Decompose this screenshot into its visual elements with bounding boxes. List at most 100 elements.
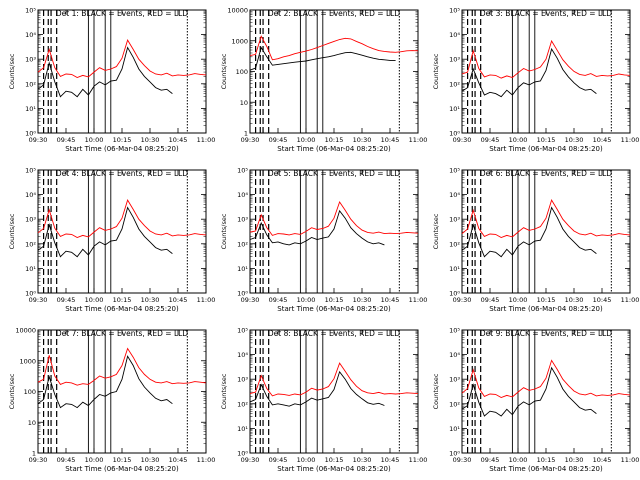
x-tick-label: 10:00 — [509, 456, 528, 464]
events-series-line — [37, 206, 173, 258]
lld-series-line — [461, 359, 631, 398]
detector-panel-2: Det 2: BLACK = Events, RED = LLD11010010… — [220, 7, 427, 154]
y-tick-label: 10⁴ — [25, 31, 36, 39]
x-tick-label: 11:00 — [197, 456, 216, 464]
x-tick-label: 11:00 — [197, 296, 216, 304]
x-axis-label: Start Time (06-Mar-04 08:25:20) — [65, 465, 179, 473]
detector-panel-3: Det 3: BLACK = Events, RED = LLD10⁰10¹10… — [432, 7, 639, 154]
y-tick-label: 10³ — [25, 216, 36, 224]
lld-series-line — [37, 199, 207, 238]
y-axis-label: Counts/sec — [8, 53, 16, 89]
lld-series-line — [37, 39, 207, 78]
x-tick-label: 10:15 — [537, 456, 556, 464]
y-tick-label: 10³ — [25, 56, 36, 64]
y-tick-label: 10¹ — [449, 105, 460, 113]
x-axis-label: Start Time (06-Mar-04 08:25:20) — [277, 305, 391, 313]
y-tick-label: 10⁰ — [237, 450, 248, 458]
events-series-line — [249, 370, 385, 407]
y-tick-label: 10⁴ — [449, 31, 460, 39]
x-tick-label: 10:30 — [141, 296, 160, 304]
x-tick-label: 10:30 — [141, 456, 160, 464]
y-tick-label: 10² — [449, 240, 460, 248]
plot-frame — [461, 9, 631, 134]
x-tick-label: 10:30 — [353, 296, 372, 304]
x-tick-label: 10:00 — [297, 296, 316, 304]
x-tick-label: 10:15 — [113, 136, 132, 144]
events-series-line — [461, 366, 597, 417]
y-tick-label: 10⁰ — [449, 450, 460, 458]
x-tick-label: 10:00 — [297, 136, 316, 144]
x-tick-label: 09:45 — [269, 456, 288, 464]
y-tick-label: 10⁴ — [449, 351, 460, 359]
detector-panel-9: Det 9: BLACK = Events, RED = LLD10⁰10¹10… — [432, 327, 639, 474]
x-tick-label: 10:00 — [85, 296, 104, 304]
x-tick-label: 09:45 — [481, 296, 500, 304]
plot-frame — [37, 9, 207, 134]
y-axis-label: Counts/sec — [220, 373, 228, 409]
x-axis-label: Start Time (06-Mar-04 08:25:20) — [489, 145, 603, 153]
x-tick-label: 09:30 — [241, 456, 260, 464]
y-tick-label: 10⁵ — [449, 327, 460, 335]
y-tick-label: 10000 — [15, 327, 36, 335]
detector-panel-8: Det 8: BLACK = Events, RED = LLD10⁰10¹10… — [220, 327, 427, 474]
x-tick-label: 10:45 — [381, 456, 400, 464]
y-tick-label: 1 — [244, 130, 248, 138]
x-tick-label: 09:30 — [241, 296, 260, 304]
y-axis-label: Counts/sec — [432, 373, 440, 409]
x-tick-label: 10:30 — [565, 136, 584, 144]
detector-panel-5: Det 5: BLACK = Events, RED = LLD10⁰10¹10… — [220, 167, 427, 314]
lld-series-line — [461, 199, 631, 238]
x-tick-label: 09:45 — [269, 296, 288, 304]
x-tick-label: 10:45 — [593, 136, 612, 144]
x-tick-label: 09:45 — [269, 136, 288, 144]
y-tick-label: 10⁵ — [237, 327, 248, 335]
plot-frame — [461, 329, 631, 454]
x-axis-label: Start Time (06-Mar-04 08:25:20) — [489, 465, 603, 473]
plot-frame — [249, 169, 419, 294]
y-tick-label: 10¹ — [25, 105, 36, 113]
events-series-line — [249, 46, 396, 71]
y-axis-label: Counts/sec — [8, 373, 16, 409]
x-tick-label: 10:30 — [565, 296, 584, 304]
x-tick-label: 09:45 — [57, 456, 76, 464]
x-tick-label: 10:30 — [141, 136, 160, 144]
y-tick-label: 10 — [28, 419, 36, 427]
x-tick-label: 11:00 — [197, 136, 216, 144]
x-tick-label: 10:15 — [325, 296, 344, 304]
x-tick-label: 11:00 — [409, 136, 428, 144]
y-tick-label: 10 — [240, 99, 248, 107]
x-tick-label: 10:45 — [381, 296, 400, 304]
y-tick-label: 10² — [449, 400, 460, 408]
y-tick-label: 10⁰ — [449, 130, 460, 138]
x-tick-label: 11:00 — [621, 456, 640, 464]
y-tick-label: 10⁴ — [237, 351, 248, 359]
x-tick-label: 10:15 — [113, 456, 132, 464]
y-tick-label: 10² — [25, 240, 36, 248]
x-tick-label: 11:00 — [621, 296, 640, 304]
plot-frame — [37, 169, 207, 294]
x-axis-label: Start Time (06-Mar-04 08:25:20) — [65, 145, 179, 153]
y-tick-label: 10⁵ — [237, 167, 248, 175]
detector-panel-4: Det 4: BLACK = Events, RED = LLD10⁰10¹10… — [8, 167, 215, 314]
y-tick-label: 10⁵ — [25, 167, 36, 175]
x-axis-label: Start Time (06-Mar-04 08:25:20) — [277, 145, 391, 153]
x-tick-label: 09:30 — [453, 456, 472, 464]
x-tick-label: 10:30 — [565, 456, 584, 464]
x-tick-label: 11:00 — [621, 136, 640, 144]
y-tick-label: 10³ — [237, 376, 248, 384]
x-tick-label: 10:45 — [169, 136, 188, 144]
x-tick-label: 11:00 — [409, 456, 428, 464]
y-axis-label: Counts/sec — [432, 53, 440, 89]
y-tick-label: 1000 — [231, 37, 248, 45]
detector-panel-6: Det 6: BLACK = Events, RED = LLD10⁰10¹10… — [432, 167, 639, 314]
y-axis-label: Counts/sec — [220, 53, 228, 89]
y-tick-label: 10⁴ — [449, 191, 460, 199]
y-tick-label: 10² — [25, 80, 36, 88]
events-series-line — [461, 47, 597, 98]
events-series-line — [37, 355, 173, 409]
x-tick-label: 10:45 — [169, 456, 188, 464]
x-tick-label: 09:45 — [57, 296, 76, 304]
plot-frame — [37, 329, 207, 454]
y-axis-label: Counts/sec — [432, 213, 440, 249]
